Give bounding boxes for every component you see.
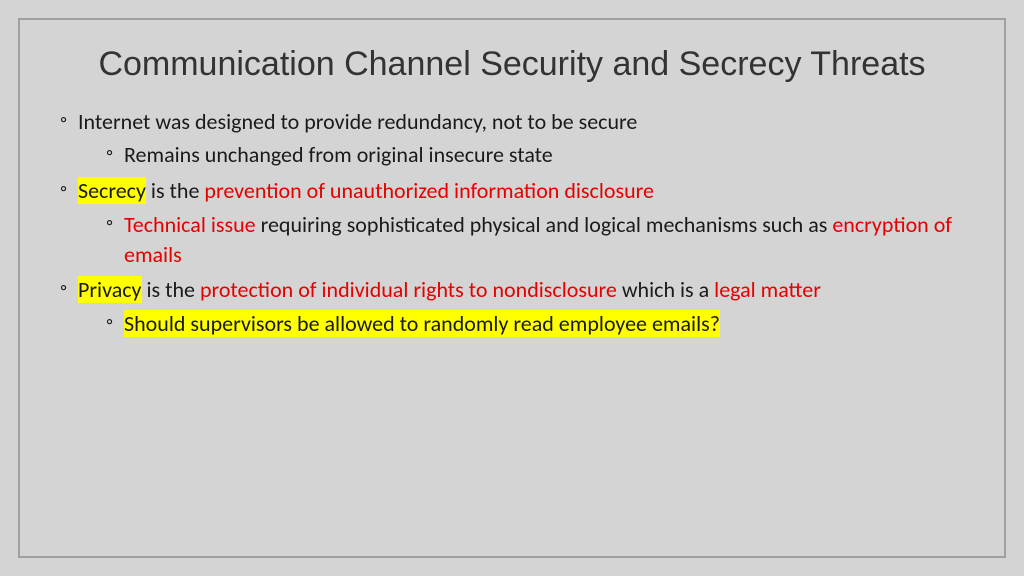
slide-title: Communication Channel Security and Secre… [60,44,964,85]
bullet-3-red1: protection of individual rights to nondi… [200,276,617,303]
slide-container: Communication Channel Security and Secre… [0,0,1024,576]
bullet-list: Internet was designed to provide redunda… [60,107,964,339]
bullet-1-text: Internet was designed to provide redunda… [78,108,637,135]
bullet-2a: Technical issue requiring sophisticated … [106,210,964,269]
bullet-3-sub: Should supervisors be allowed to randoml… [78,309,964,339]
slide-frame: Communication Channel Security and Secre… [18,18,1006,558]
bullet-3a: Should supervisors be allowed to randoml… [106,309,964,339]
bullet-2-highlight: Secrecy [78,177,146,204]
bullet-2-sub: Technical issue requiring sophisticated … [78,210,964,269]
bullet-3-mid1: is the [142,276,200,303]
bullet-2: Secrecy is the prevention of unauthorize… [60,176,964,269]
bullet-3a-highlight: Should supervisors be allowed to randoml… [124,310,720,337]
bullet-2a-red1: Technical issue [124,211,256,238]
bullet-2a-mid: requiring sophisticated physical and log… [256,211,833,238]
bullet-3: Privacy is the protection of individual … [60,275,964,338]
bullet-1-sub: Remains unchanged from original insecure… [78,140,964,170]
bullet-1: Internet was designed to provide redunda… [60,107,964,170]
bullet-2-red: prevention of unauthorized information d… [204,177,654,204]
bullet-3-mid2: which is a [617,276,714,303]
bullet-3-highlight: Privacy [78,276,142,303]
bullet-2-mid: is the [146,177,204,204]
bullet-3-red2: legal matter [714,276,821,303]
bullet-1a-text: Remains unchanged from original insecure… [124,141,553,168]
bullet-1a: Remains unchanged from original insecure… [106,140,964,170]
